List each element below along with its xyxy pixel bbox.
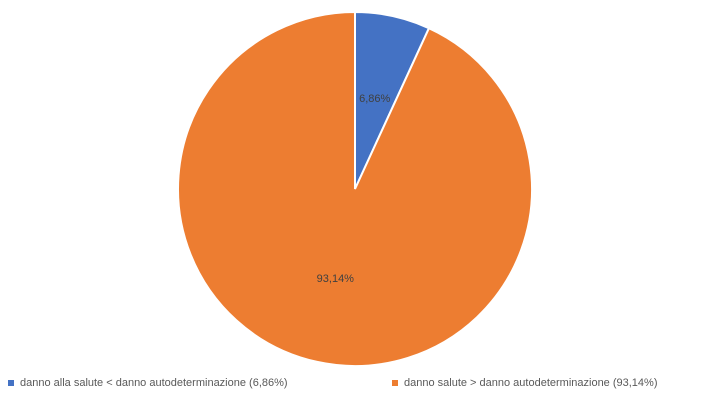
legend-swatch-orange bbox=[392, 380, 398, 386]
pie-chart: 6,86% 93,14% bbox=[177, 10, 533, 367]
legend-label: danno salute > danno autodeterminazione … bbox=[404, 377, 658, 389]
pie-slice-1 bbox=[177, 10, 533, 367]
legend-item-health-damage-lower: danno alla salute < danno autodeterminaz… bbox=[8, 377, 288, 389]
data-label-0: 6,86% bbox=[359, 93, 390, 105]
legend-item-health-damage-higher: danno salute > danno autodeterminazione … bbox=[392, 377, 658, 389]
legend: danno alla salute < danno autodeterminaz… bbox=[0, 377, 705, 397]
legend-swatch-blue bbox=[8, 380, 14, 386]
pie-chart-svg: 6,86% 93,14% bbox=[177, 10, 533, 367]
legend-label: danno alla salute < danno autodeterminaz… bbox=[20, 377, 288, 389]
data-label-1: 93,14% bbox=[317, 273, 355, 285]
